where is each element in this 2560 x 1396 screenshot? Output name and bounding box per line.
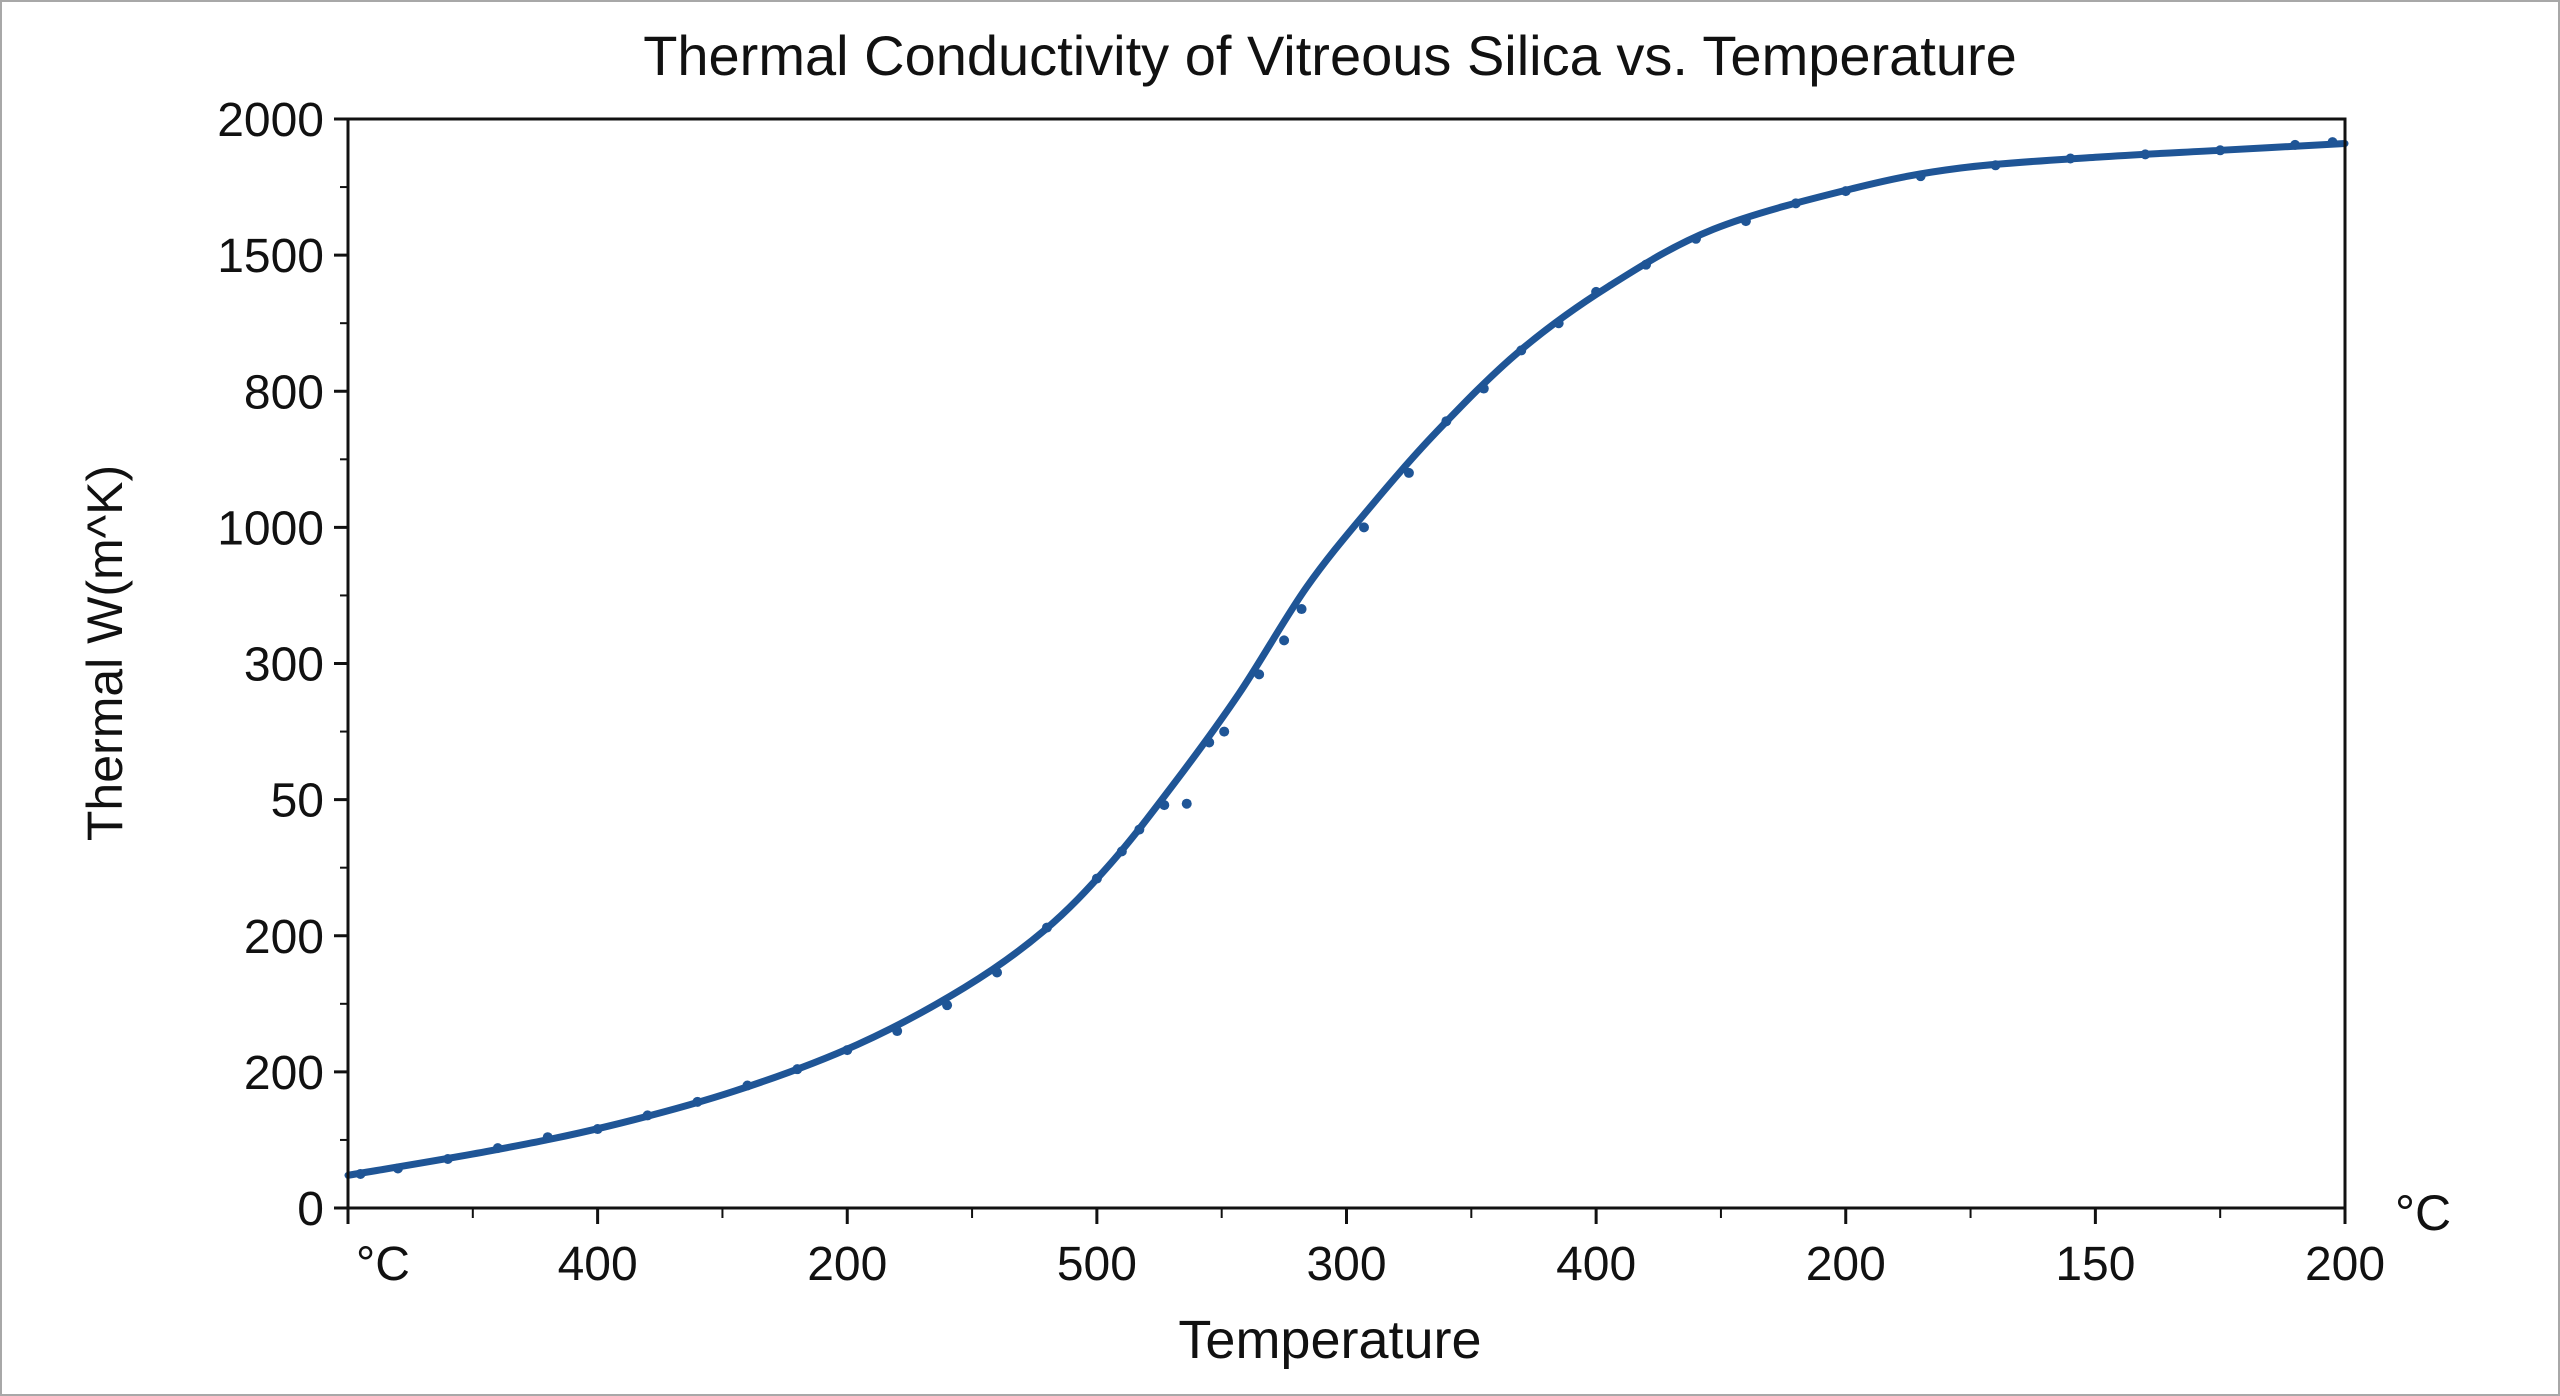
axis-ticks: 0 200 200 50 300 1000 800 1500 2000 °C 400 200 500 30… (217, 94, 2385, 1291)
data-point (1296, 604, 1307, 615)
y-tick-label: 800 (244, 366, 324, 419)
data-point (1740, 216, 1751, 227)
data-point (2065, 153, 2076, 164)
y-tick-label: 200 (244, 911, 324, 964)
x-tick-label: °C (356, 1238, 410, 1291)
data-point (642, 1110, 653, 1121)
y-axis-label: Thermal W(m^K) (77, 465, 133, 841)
data-point (1403, 467, 1414, 478)
data-point (1204, 737, 1215, 748)
x-tick-label: 400 (558, 1238, 638, 1291)
y-tick-label: 2000 (217, 94, 324, 147)
data-point (1641, 259, 1652, 270)
x-tick-label: 300 (1306, 1238, 1386, 1291)
data-point (1516, 345, 1527, 356)
x-axis-unit-label: °C (2395, 1185, 2451, 1241)
data-point (1219, 726, 1230, 737)
data-point (492, 1143, 503, 1154)
x-axis-label: Temperature (1178, 1310, 1481, 1370)
y-tick-label: 1500 (217, 230, 324, 283)
data-point (355, 1168, 366, 1179)
data-point (542, 1132, 553, 1143)
data-point (1254, 669, 1265, 680)
data-point (1690, 233, 1701, 244)
x-tick-label: 400 (1556, 1238, 1636, 1291)
y-tick-label: 1000 (217, 502, 324, 555)
y-tick-label: 300 (244, 639, 324, 692)
data-point (1116, 846, 1127, 857)
y-tick-label: 0 (297, 1183, 324, 1236)
fit-line (344, 140, 2349, 1179)
data-point (1553, 318, 1564, 329)
data-point (1091, 873, 1102, 884)
data-point (592, 1124, 603, 1135)
data-point (742, 1080, 753, 1091)
data-point (392, 1163, 403, 1174)
data-point (1840, 186, 1851, 197)
data-point (1159, 800, 1170, 811)
data-point (1041, 922, 1052, 933)
data-point (892, 1026, 903, 1037)
y-tick-label: 200 (244, 1047, 324, 1100)
data-point (942, 1000, 953, 1011)
data-point (1134, 824, 1145, 835)
data-point (2290, 139, 2301, 150)
plot-area-border (346, 117, 2347, 1210)
data-point (1181, 798, 1192, 809)
data-point (2327, 137, 2338, 148)
y-tick-label: 50 (271, 775, 324, 828)
data-point (692, 1096, 703, 1107)
data-marks (344, 137, 2349, 1179)
data-point (1441, 416, 1452, 427)
data-point (1915, 171, 1926, 182)
data-point (842, 1045, 853, 1056)
data-point (1358, 522, 1369, 533)
x-tick-label: 200 (1806, 1238, 1886, 1291)
data-point (442, 1153, 453, 1164)
x-tick-label: 200 (2305, 1238, 2385, 1291)
data-point (792, 1064, 803, 1075)
data-point (2140, 149, 2151, 160)
data-point (992, 967, 1003, 978)
data-point (2215, 145, 2226, 156)
data-point (1990, 160, 2001, 171)
x-tick-label: 150 (2055, 1238, 2135, 1291)
data-point (1591, 286, 1602, 297)
data-point (1279, 635, 1290, 646)
data-point (1478, 383, 1489, 394)
chart-title: Thermal Conductivity of Vitreous Silica … (643, 24, 2017, 87)
data-point (1790, 198, 1801, 209)
x-tick-label: 500 (1057, 1238, 1137, 1291)
x-tick-label: 200 (807, 1238, 887, 1291)
